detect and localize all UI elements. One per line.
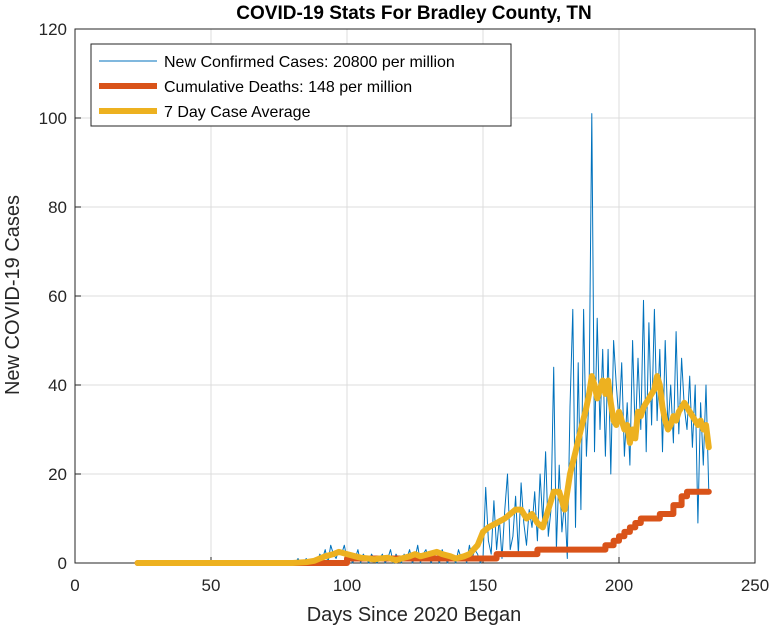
x-tick-label: 100 [333,576,361,595]
y-tick-label: 120 [39,20,67,39]
axes: 0 50 100 150 200 250 0 20 40 60 80 100 120 [39,20,770,595]
legend-entry-0: New Confirmed Cases: 20800 per million [164,54,455,71]
legend-entry-1: Cumulative Deaths: 148 per million [164,79,412,96]
y-axis-label: New COVID-19 Cases [2,195,24,395]
series-layer [134,113,712,566]
chart-title: COVID-19 Stats For Bradley County, TN [236,3,591,24]
y-tick-label: 100 [39,109,67,128]
x-tick-label: 0 [70,576,79,595]
y-tick-label: 80 [48,198,67,217]
y-tick-label: 20 [48,465,67,484]
x-axis-label: Days Since 2020 Began [307,604,522,626]
y-tick-label: 0 [58,554,67,573]
y-tick-label: 60 [48,287,67,306]
x-tick-label: 150 [469,576,497,595]
y-tick-label: 40 [48,376,67,395]
legend: New Confirmed Cases: 20800 per million Cu… [90,43,512,127]
legend-box [90,43,512,127]
x-tick-label: 250 [741,576,769,595]
legend-entry-2: 7 Day Case Average [164,104,311,121]
x-tick-label: 50 [202,576,221,595]
series-line-2 [134,373,712,566]
x-tick-label: 200 [605,576,633,595]
